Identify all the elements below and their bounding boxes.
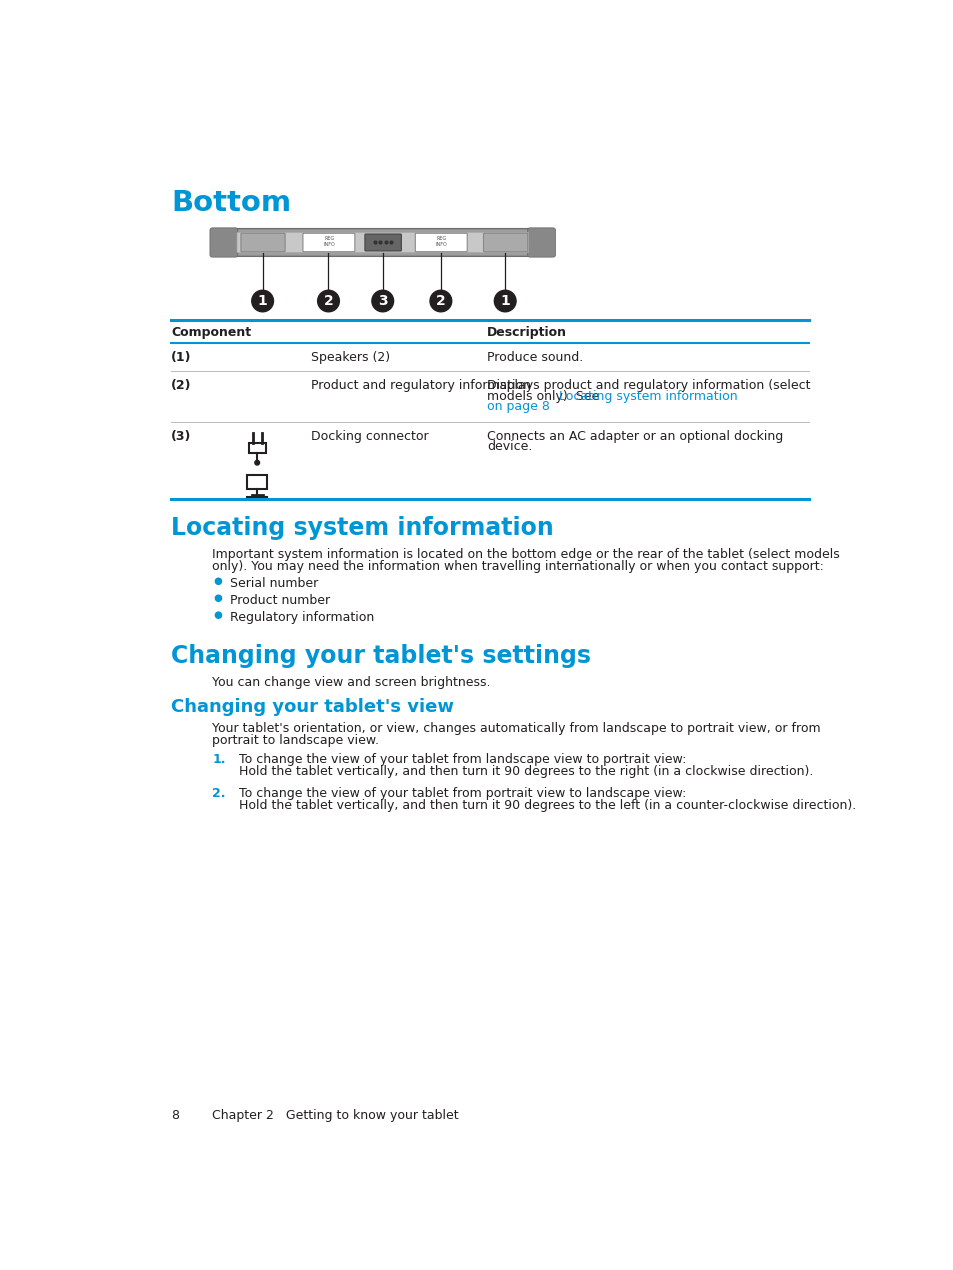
Text: portrait to landscape view.: portrait to landscape view. (212, 734, 379, 747)
Circle shape (372, 291, 394, 312)
Text: Serial number: Serial number (230, 578, 318, 591)
Circle shape (252, 291, 274, 312)
Circle shape (317, 291, 339, 312)
Text: You can change view and screen brightness.: You can change view and screen brightnes… (212, 676, 490, 690)
Text: Important system information is located on the bottom edge or the rear of the ta: Important system information is located … (212, 549, 840, 561)
Circle shape (494, 291, 516, 312)
Text: To change the view of your tablet from portrait view to landscape view:: To change the view of your tablet from p… (239, 787, 686, 800)
FancyBboxPatch shape (415, 234, 467, 251)
Text: on page 8: on page 8 (487, 400, 550, 413)
Text: 3: 3 (377, 295, 387, 309)
Circle shape (254, 461, 259, 465)
Text: models only). See: models only). See (487, 390, 603, 403)
Text: Component: Component (171, 326, 251, 339)
Text: (1): (1) (171, 351, 192, 364)
Text: 2: 2 (436, 295, 445, 309)
Text: Your tablet's orientation, or view, changes automatically from landscape to port: Your tablet's orientation, or view, chan… (212, 723, 820, 735)
FancyBboxPatch shape (241, 234, 285, 251)
Text: 1.: 1. (212, 753, 226, 766)
Circle shape (215, 578, 221, 584)
Text: Chapter 2   Getting to know your tablet: Chapter 2 Getting to know your tablet (212, 1109, 458, 1121)
FancyBboxPatch shape (247, 475, 267, 489)
Text: only). You may need the information when travelling internationally or when you : only). You may need the information when… (212, 560, 823, 573)
FancyBboxPatch shape (210, 227, 237, 257)
Text: 1: 1 (499, 295, 510, 309)
FancyBboxPatch shape (483, 234, 527, 251)
FancyBboxPatch shape (527, 227, 555, 257)
Text: REG
INFO: REG INFO (436, 236, 447, 248)
Text: 8: 8 (171, 1109, 179, 1121)
Circle shape (215, 596, 221, 601)
FancyBboxPatch shape (213, 229, 552, 257)
Text: Bottom: Bottom (171, 188, 291, 217)
Text: Locating system information: Locating system information (171, 516, 554, 540)
Text: device.: device. (487, 441, 532, 453)
Text: (3): (3) (171, 429, 192, 443)
Text: Changing your tablet's view: Changing your tablet's view (171, 697, 454, 715)
Text: Displays product and regulatory information (select: Displays product and regulatory informat… (487, 378, 810, 391)
Text: REG
INFO: REG INFO (323, 236, 335, 248)
Text: 2.: 2. (212, 787, 226, 800)
Text: Hold the tablet vertically, and then turn it 90 degrees to the right (in a clock: Hold the tablet vertically, and then tur… (239, 766, 813, 779)
Text: Product number: Product number (230, 594, 330, 607)
Text: Product and regulatory information: Product and regulatory information (311, 378, 530, 391)
Text: Description: Description (487, 326, 567, 339)
Text: Hold the tablet vertically, and then turn it 90 degrees to the left (in a counte: Hold the tablet vertically, and then tur… (239, 799, 856, 813)
Text: To change the view of your tablet from landscape view to portrait view:: To change the view of your tablet from l… (239, 753, 686, 766)
FancyBboxPatch shape (249, 443, 266, 452)
Text: Produce sound.: Produce sound. (487, 351, 583, 364)
Text: 1: 1 (257, 295, 267, 309)
Text: Connects an AC adapter or an optional docking: Connects an AC adapter or an optional do… (487, 429, 782, 443)
FancyBboxPatch shape (303, 234, 355, 251)
FancyBboxPatch shape (236, 232, 528, 253)
Circle shape (430, 291, 452, 312)
Text: Locating system information: Locating system information (558, 390, 738, 403)
Text: Regulatory information: Regulatory information (230, 611, 374, 625)
Text: Changing your tablet's settings: Changing your tablet's settings (171, 644, 591, 668)
Text: (2): (2) (171, 378, 192, 391)
FancyBboxPatch shape (365, 234, 401, 251)
Text: 2: 2 (323, 295, 333, 309)
Text: Docking connector: Docking connector (311, 429, 428, 443)
Text: Speakers (2): Speakers (2) (311, 351, 390, 364)
Circle shape (215, 612, 221, 618)
